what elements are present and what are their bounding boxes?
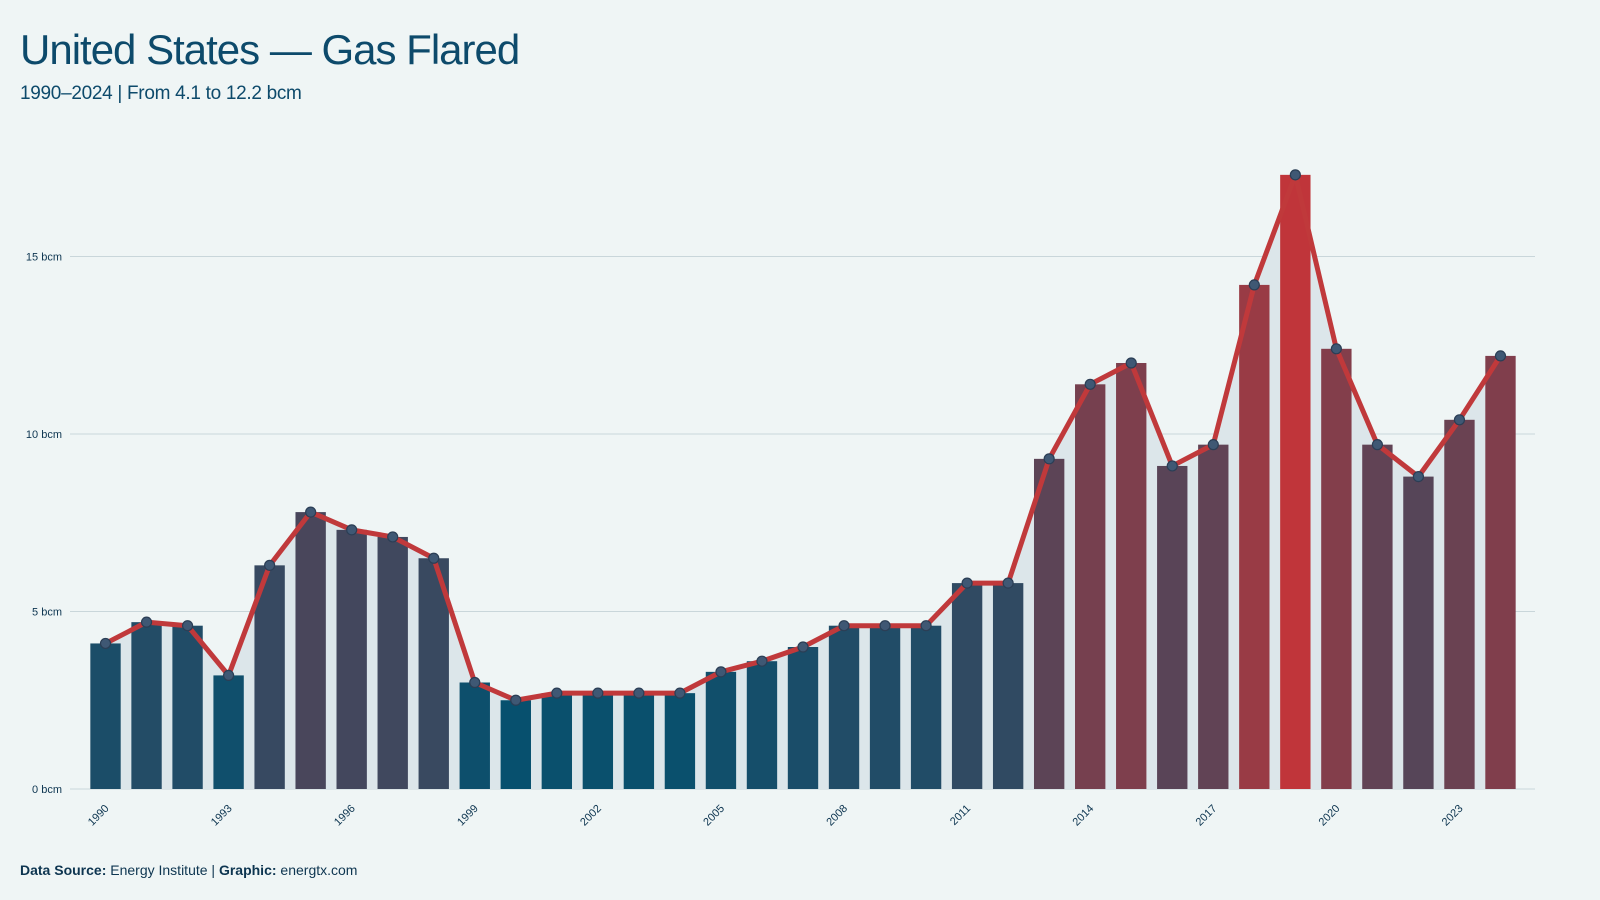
x-tick-label: 2014 [1071,803,1097,829]
bar [295,512,326,789]
y-tick-label: 10 bcm [26,429,62,441]
x-tick-label: 2008 [824,803,850,829]
bar [1198,444,1229,789]
point [715,666,727,678]
area [105,174,1501,790]
bar [1075,384,1106,789]
y-tick-label: 15 bcm [26,252,62,264]
point [797,641,809,653]
source-text: Energy Institute [110,862,207,878]
bar [910,625,942,789]
area-layer [105,174,1501,790]
point [1248,279,1260,291]
point [879,620,891,632]
point [1412,471,1425,483]
point [140,616,153,628]
point [1289,169,1301,181]
point [838,620,850,632]
bar [172,625,203,789]
bar [1239,284,1270,789]
bar [1485,355,1516,789]
bar [1033,458,1065,789]
source-label: Data Source: [20,862,106,878]
bar [1280,174,1311,790]
bar [1403,476,1434,789]
graphic-label: Graphic: [219,862,277,878]
bar [213,675,244,789]
bar [336,529,367,789]
bar [1116,363,1147,789]
bar [787,647,819,789]
bar [1444,419,1475,789]
point [305,506,317,518]
source-separator: | [211,862,215,878]
point [633,687,645,699]
chart-title: United States — Gas Flared [20,26,519,73]
bar [1362,444,1393,789]
point [223,669,235,682]
point [181,620,194,632]
bar [459,682,490,789]
x-tick-label: 1996 [332,803,358,829]
point [592,687,604,699]
line-layer [99,169,1507,706]
x-tick-label: 2023 [1440,803,1466,829]
bar [131,622,162,789]
bar [869,625,901,789]
x-tick-label: 1990 [86,803,112,829]
bar [582,693,614,789]
point [1494,350,1507,362]
bar [254,565,285,789]
bar [992,583,1024,789]
point [1002,577,1014,589]
y-tick-label: 5 bcm [32,607,62,619]
bar [705,671,737,789]
point [756,655,768,667]
bar [1157,465,1188,789]
point [1453,414,1466,426]
point [346,524,358,536]
point [1084,378,1096,390]
point [1330,343,1342,355]
point [674,687,686,699]
x-tick-label: 2002 [578,803,604,829]
bar [500,700,531,789]
point [510,694,522,706]
bar-layer [90,174,1516,790]
point [1371,439,1384,451]
x-tick-label: 1993 [209,803,235,829]
point [1043,453,1055,465]
point [1166,460,1178,472]
point [469,676,481,689]
bar [377,536,408,789]
bar [664,693,696,789]
point [387,531,399,543]
point [1125,357,1137,369]
x-tick-label: 2020 [1317,803,1343,829]
x-tick-label: 2005 [701,803,727,829]
x-tick-label: 2017 [1194,803,1220,829]
point [99,637,112,650]
bar [623,693,655,789]
point [551,687,563,699]
y-tick-label: 0 bcm [32,784,62,796]
bar [828,625,860,789]
point [264,559,276,571]
point [1207,439,1219,451]
bar [541,693,573,789]
bar [90,643,121,789]
bar [951,583,983,789]
point [920,620,932,632]
chart-subtitle: 1990–2024 | From 4.1 to 12.2 bcm [20,83,302,104]
bar [1321,348,1352,789]
graphic-text: energtx.com [280,862,357,878]
point [428,552,440,564]
point [961,577,973,589]
x-tick-label: 1999 [455,803,481,829]
x-tick-label: 2011 [948,803,973,828]
source-note: Data Source: Energy Institute | Graphic:… [20,862,357,878]
bar [746,661,778,789]
